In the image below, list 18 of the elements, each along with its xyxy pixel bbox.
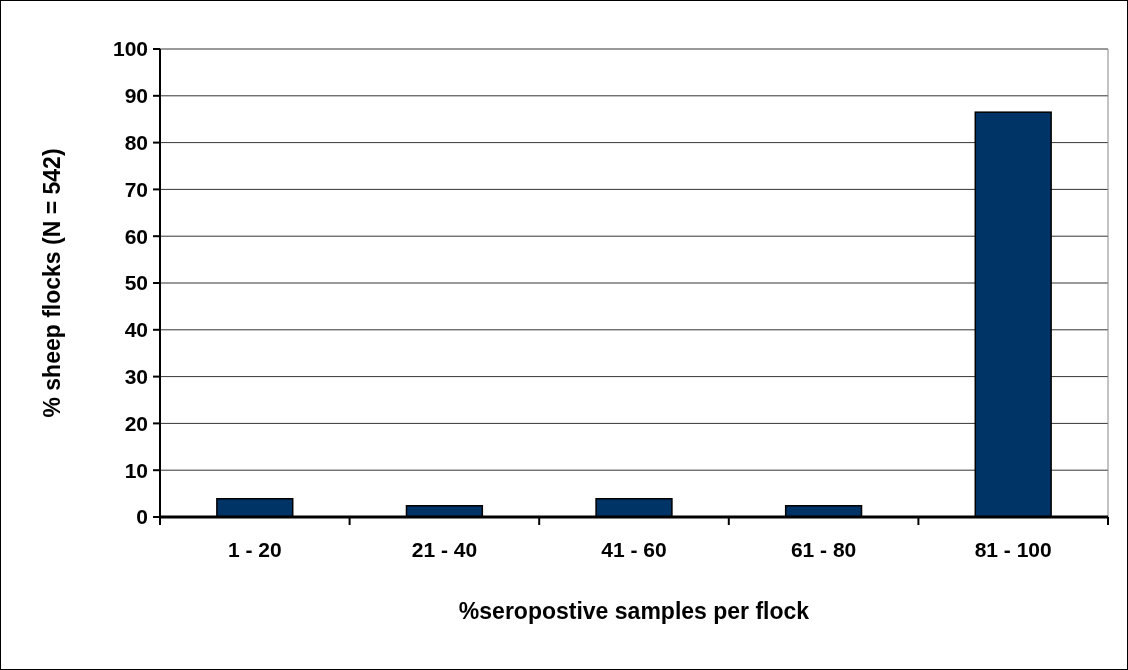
x-tick-label: 21 - 40	[411, 538, 478, 561]
y-tick-label: 50	[124, 271, 148, 295]
y-tick-label: 30	[124, 364, 148, 388]
y-tick-label: 20	[124, 411, 148, 435]
y-tick-label: 80	[124, 130, 148, 154]
y-tick-label: 90	[124, 84, 148, 108]
x-tick-label: 41 - 60	[601, 538, 667, 561]
y-tick-label: 0	[136, 505, 148, 529]
x-tick-label: 81 - 100	[974, 538, 1052, 561]
y-tick-label: 70	[124, 177, 148, 201]
x-tick-label: 1 - 20	[227, 538, 282, 561]
y-tick-label: 40	[124, 318, 148, 342]
y-tick-label: 100	[112, 37, 148, 61]
y-axis-title: % sheep flocks (N = 542)	[39, 148, 65, 418]
x-axis-title: %seropostive samples per flock	[458, 598, 810, 624]
x-tick-label: 61 - 80	[790, 538, 857, 561]
y-tick-label: 60	[124, 224, 148, 248]
y-tick-label: 10	[124, 458, 148, 482]
